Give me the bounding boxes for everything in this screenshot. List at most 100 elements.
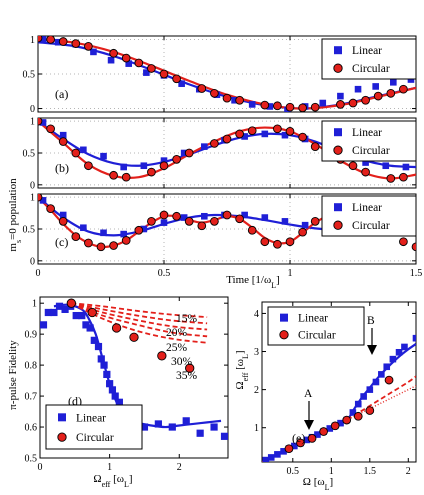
point-linear [54, 38, 62, 46]
point-linear [267, 454, 275, 461]
point-circular [260, 100, 270, 110]
point-linear [274, 451, 281, 458]
point-circular [284, 444, 294, 454]
point-linear [107, 56, 115, 64]
point-linear [72, 311, 80, 320]
point-circular [296, 438, 305, 448]
point-circular [273, 124, 282, 134]
legend: Linear Circular [321, 38, 417, 80]
legend-marker-circular [279, 330, 289, 340]
point-circular [273, 101, 282, 111]
point-linear [80, 224, 87, 232]
point-circular [247, 126, 257, 136]
point-linear [40, 321, 48, 329]
point-linear [407, 76, 415, 83]
point-circular [247, 225, 257, 235]
y-tick-label: 1 [30, 117, 35, 128]
arrow-a-head [304, 420, 314, 430]
point-circular [342, 415, 352, 425]
legend-label-circular: Circular [76, 432, 114, 444]
y-tick-label: 0.6 [25, 423, 38, 434]
arrow-b-head [367, 345, 377, 355]
point-linear [100, 229, 107, 237]
point-circular [399, 237, 408, 247]
legend-label-linear: Linear [298, 313, 328, 325]
point-circular [129, 332, 139, 342]
point-linear [160, 157, 168, 164]
point-circular [330, 421, 340, 431]
point-circular [353, 411, 363, 421]
ylabel-omega-eff: Ωeff [ωL] [234, 350, 250, 389]
point-circular [298, 103, 307, 112]
panels: 00.51(a)LinearCircular00.51(b)LinearCirc… [23, 35, 423, 477]
curve-dashed-15% [71, 302, 208, 319]
point-linear [201, 212, 208, 220]
annotation-percent: 25% [166, 342, 188, 354]
point-linear [319, 99, 327, 107]
point-circular [210, 217, 219, 226]
point-linear [115, 398, 123, 406]
point-linear [412, 334, 416, 342]
xlabel-omega: Ω [ωL] [303, 476, 333, 492]
y-tick-label: 0.9 [25, 330, 38, 341]
point-linear [262, 456, 270, 462]
point-linear [248, 101, 256, 108]
xlabel-omega-eff: Ωeff [ωL] [93, 473, 132, 489]
point-circular [159, 69, 169, 79]
y-tick-label: 0.5 [23, 149, 36, 160]
legend-marker-linear [334, 128, 342, 137]
ylabel-fidelity: π-pulse Fidelity [7, 340, 19, 410]
legend-marker-circular [333, 145, 343, 155]
point-linear [281, 218, 289, 225]
point-circular [111, 323, 122, 333]
y-tick-label: 1 [30, 35, 35, 46]
point-linear [389, 355, 397, 363]
point-circular [159, 210, 169, 220]
y-tick-label: 1 [254, 423, 259, 434]
point-linear [82, 321, 90, 329]
point-circular [185, 363, 195, 373]
panel-label: (a) [55, 87, 68, 101]
point-circular [38, 36, 43, 43]
point-circular [46, 204, 55, 213]
point-linear [97, 355, 105, 363]
x-tick-label: 2 [177, 462, 182, 473]
point-linear [178, 80, 185, 87]
point-linear [154, 420, 162, 428]
point-circular [222, 134, 232, 144]
y-tick-label: 0 [30, 104, 35, 115]
plot-frame [39, 296, 229, 459]
point-linear [106, 380, 114, 388]
point-linear [39, 36, 47, 43]
point-linear [402, 163, 410, 171]
point-circular [147, 64, 156, 73]
point-linear [303, 436, 310, 444]
point-circular [285, 102, 295, 112]
point-circular [336, 100, 345, 109]
point-linear [360, 393, 367, 400]
point-circular [58, 37, 68, 46]
point-circular [184, 217, 194, 226]
point-linear [94, 342, 103, 351]
point-circular [38, 118, 43, 126]
panel-e: 0.5 1 1.5 2 1 2 3 4 (e) Linear Circular [254, 301, 417, 477]
point-linear [39, 197, 47, 204]
y-tick-label: 4 [254, 309, 259, 320]
point-linear [241, 211, 248, 219]
point-linear [182, 417, 190, 425]
point-linear [390, 78, 397, 86]
point-linear [378, 371, 385, 378]
panel-c: 0 0.5 1 1.5 0 0.5 1 (c) Linear Circular [23, 193, 423, 279]
point-circular [235, 129, 244, 139]
point-circular [172, 74, 181, 84]
panel-label: (e) [292, 431, 305, 445]
point-circular [134, 58, 144, 68]
ylabel-population: ms=0 population [7, 178, 23, 252]
y-tick-label: 0.7 [25, 392, 38, 403]
annotation-percent: 20% [166, 327, 188, 339]
annotation-percent: 35% [176, 370, 198, 382]
curve-dashed-20% [71, 302, 208, 325]
point-linear [366, 386, 374, 393]
point-linear [261, 214, 269, 221]
